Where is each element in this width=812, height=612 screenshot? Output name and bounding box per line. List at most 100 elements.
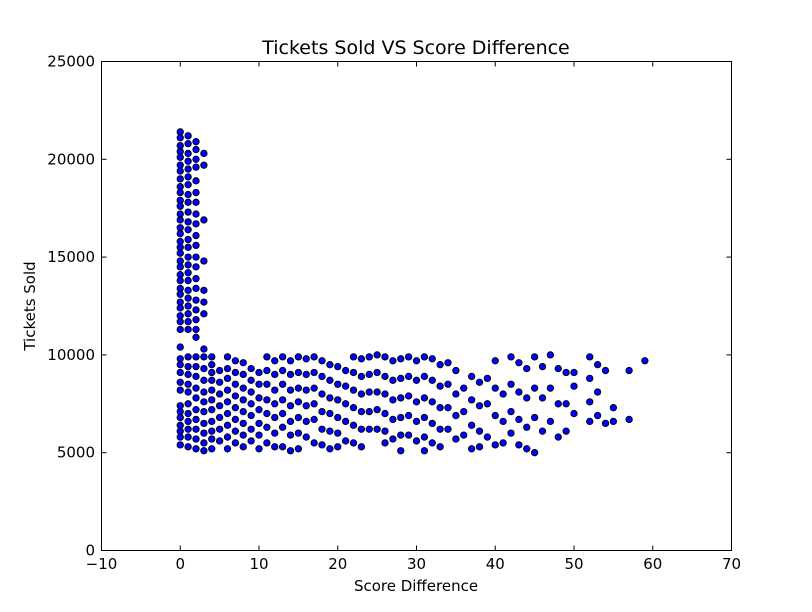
data-point (271, 443, 279, 451)
data-point (215, 366, 224, 375)
data-point (302, 386, 310, 394)
data-point (192, 284, 200, 293)
data-point (357, 355, 366, 363)
data-point (310, 368, 318, 377)
data-point (381, 390, 389, 398)
data-point (271, 400, 279, 408)
data-point (176, 433, 184, 441)
data-point (208, 406, 216, 414)
data-point (192, 198, 200, 206)
data-point (562, 400, 570, 408)
data-point (263, 396, 271, 404)
data-point (176, 167, 184, 175)
data-point (184, 235, 192, 244)
data-point (192, 353, 200, 361)
data-point (184, 173, 192, 181)
data-point (184, 380, 192, 388)
data-point (200, 149, 208, 158)
data-point (294, 445, 303, 453)
data-point (389, 415, 397, 424)
data-point (184, 261, 192, 269)
data-point (404, 353, 413, 361)
data-point (546, 384, 555, 392)
x-tick-label: 10 (249, 555, 268, 573)
data-point (208, 427, 216, 435)
data-point (247, 425, 255, 433)
data-point (223, 364, 232, 373)
data-point (247, 400, 255, 408)
data-point (341, 366, 350, 375)
data-point (192, 316, 200, 324)
y-tick-label: 15000 (47, 248, 95, 266)
data-point (286, 447, 295, 455)
data-point (271, 413, 279, 422)
data-point (247, 376, 255, 384)
data-point (389, 357, 397, 365)
data-point (192, 145, 200, 154)
data-point (184, 208, 192, 216)
data-point (507, 407, 515, 416)
data-point (460, 407, 468, 416)
data-point (239, 431, 247, 439)
data-point (208, 386, 216, 394)
data-point (294, 429, 303, 437)
data-point (491, 357, 499, 365)
data-point (192, 296, 200, 304)
data-point (184, 181, 192, 189)
data-point (381, 409, 389, 418)
data-point (412, 437, 421, 445)
plot-area (101, 61, 732, 551)
data-point (184, 443, 192, 451)
data-point (278, 423, 287, 431)
data-point (570, 409, 578, 418)
data-point (192, 445, 200, 453)
data-point (562, 368, 570, 377)
data-point (507, 353, 515, 361)
data-point (184, 370, 192, 379)
data-point (349, 404, 358, 412)
data-point (349, 368, 358, 377)
y-tick-label: 25000 (47, 53, 95, 71)
data-point (523, 423, 531, 431)
data-point (475, 427, 484, 435)
data-point (538, 362, 547, 371)
data-point (420, 372, 429, 381)
data-point (184, 139, 192, 148)
data-point (184, 388, 192, 396)
data-point (546, 417, 555, 426)
data-point (444, 380, 452, 388)
data-point (310, 353, 318, 361)
data-point (271, 429, 279, 437)
data-point (208, 353, 216, 361)
data-point (200, 364, 208, 373)
data-point (247, 411, 255, 420)
data-point (176, 343, 184, 351)
data-point (239, 359, 247, 367)
data-point (507, 380, 515, 388)
data-point (239, 419, 247, 428)
data-point (176, 249, 184, 257)
data-point (184, 157, 192, 165)
data-point (192, 362, 200, 371)
data-point (452, 390, 460, 398)
data-point (278, 380, 287, 388)
data-point (176, 276, 184, 285)
data-point (530, 449, 539, 457)
data-point (215, 402, 224, 410)
data-point (200, 345, 208, 353)
y-axis-label: Tickets Sold (21, 261, 39, 351)
data-point (397, 374, 405, 383)
data-point (318, 407, 326, 416)
data-point (184, 417, 192, 426)
data-point (436, 425, 444, 433)
data-point (215, 425, 224, 433)
data-point (247, 364, 255, 373)
data-point (310, 384, 318, 392)
data-point (444, 404, 452, 412)
data-point (373, 368, 381, 377)
data-point (192, 231, 200, 240)
data-point (239, 384, 247, 392)
data-point (184, 325, 192, 334)
data-point (475, 378, 484, 386)
data-point (184, 253, 192, 261)
